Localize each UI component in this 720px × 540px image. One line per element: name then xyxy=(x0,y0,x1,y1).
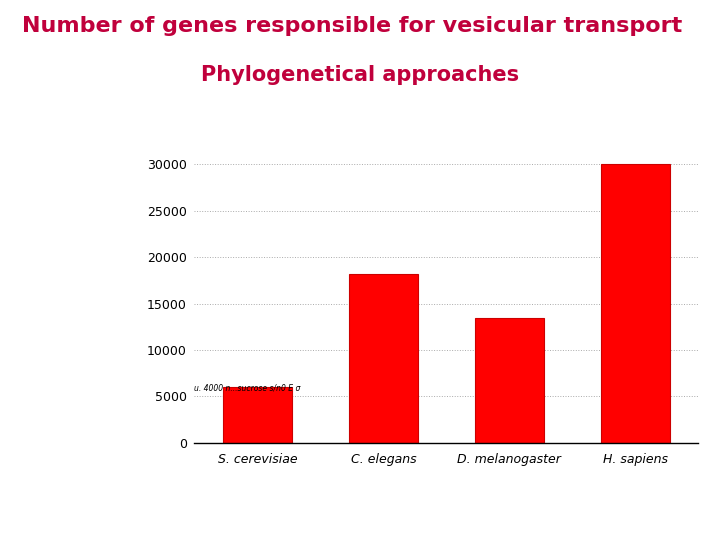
Bar xyxy=(222,387,292,443)
Bar xyxy=(474,318,544,443)
Text: Phylogenetical approaches: Phylogenetical approaches xyxy=(201,65,519,85)
Text: u. 4000 n...sucrose s/n0 E σ: u. 4000 n...sucrose s/n0 E σ xyxy=(194,384,301,393)
Bar xyxy=(348,274,418,443)
Bar xyxy=(600,164,670,443)
Text: Number of genes responsible for vesicular transport: Number of genes responsible for vesicula… xyxy=(22,16,682,36)
